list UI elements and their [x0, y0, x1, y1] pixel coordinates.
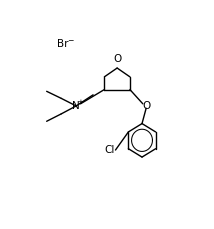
- Text: Cl: Cl: [104, 145, 115, 155]
- Text: O: O: [113, 54, 121, 64]
- Text: O: O: [142, 101, 150, 111]
- Text: +: +: [77, 99, 83, 105]
- Text: N: N: [72, 101, 80, 111]
- Text: −: −: [67, 37, 74, 46]
- Text: Br: Br: [57, 39, 68, 49]
